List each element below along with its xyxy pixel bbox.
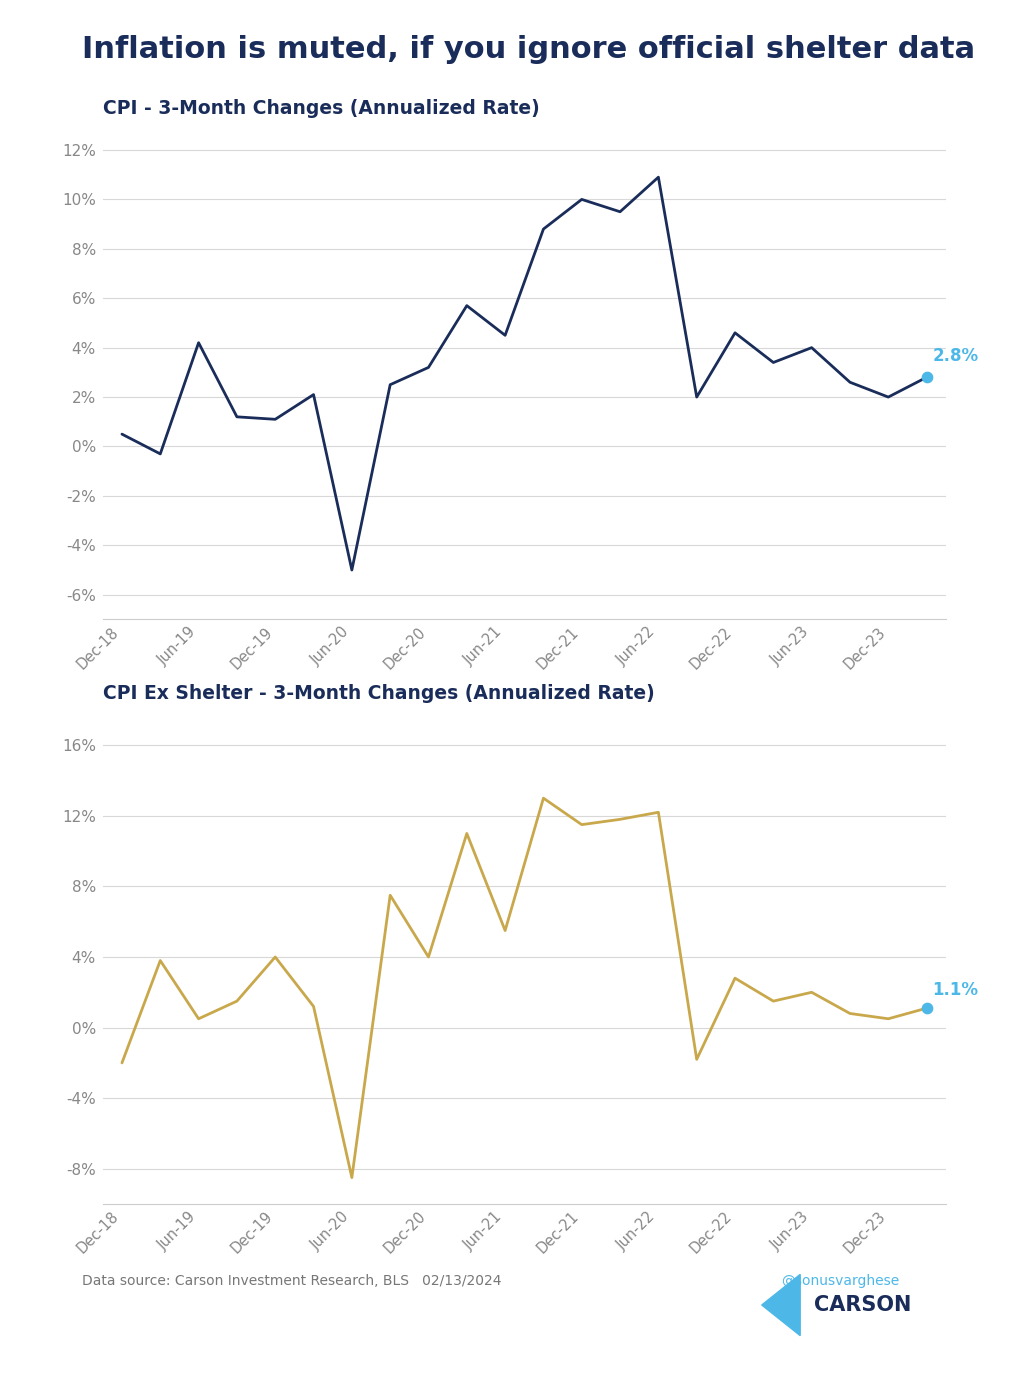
- Text: CPI Ex Shelter - 3-Month Changes (Annualized Rate): CPI Ex Shelter - 3-Month Changes (Annual…: [103, 683, 655, 703]
- Text: 1.1%: 1.1%: [932, 981, 979, 999]
- Point: [918, 366, 934, 388]
- Polygon shape: [762, 1275, 800, 1336]
- Text: @sonusvarghese: @sonusvarghese: [781, 1274, 900, 1288]
- Text: CARSON: CARSON: [814, 1295, 911, 1315]
- Text: 2.8%: 2.8%: [932, 347, 979, 365]
- Point: [918, 997, 934, 1019]
- Text: Inflation is muted, if you ignore official shelter data: Inflation is muted, if you ignore offici…: [82, 35, 976, 64]
- Text: CPI - 3-Month Changes (Annualized Rate): CPI - 3-Month Changes (Annualized Rate): [103, 99, 540, 118]
- Text: Data source: Carson Investment Research, BLS   02/13/2024: Data source: Carson Investment Research,…: [82, 1274, 502, 1288]
